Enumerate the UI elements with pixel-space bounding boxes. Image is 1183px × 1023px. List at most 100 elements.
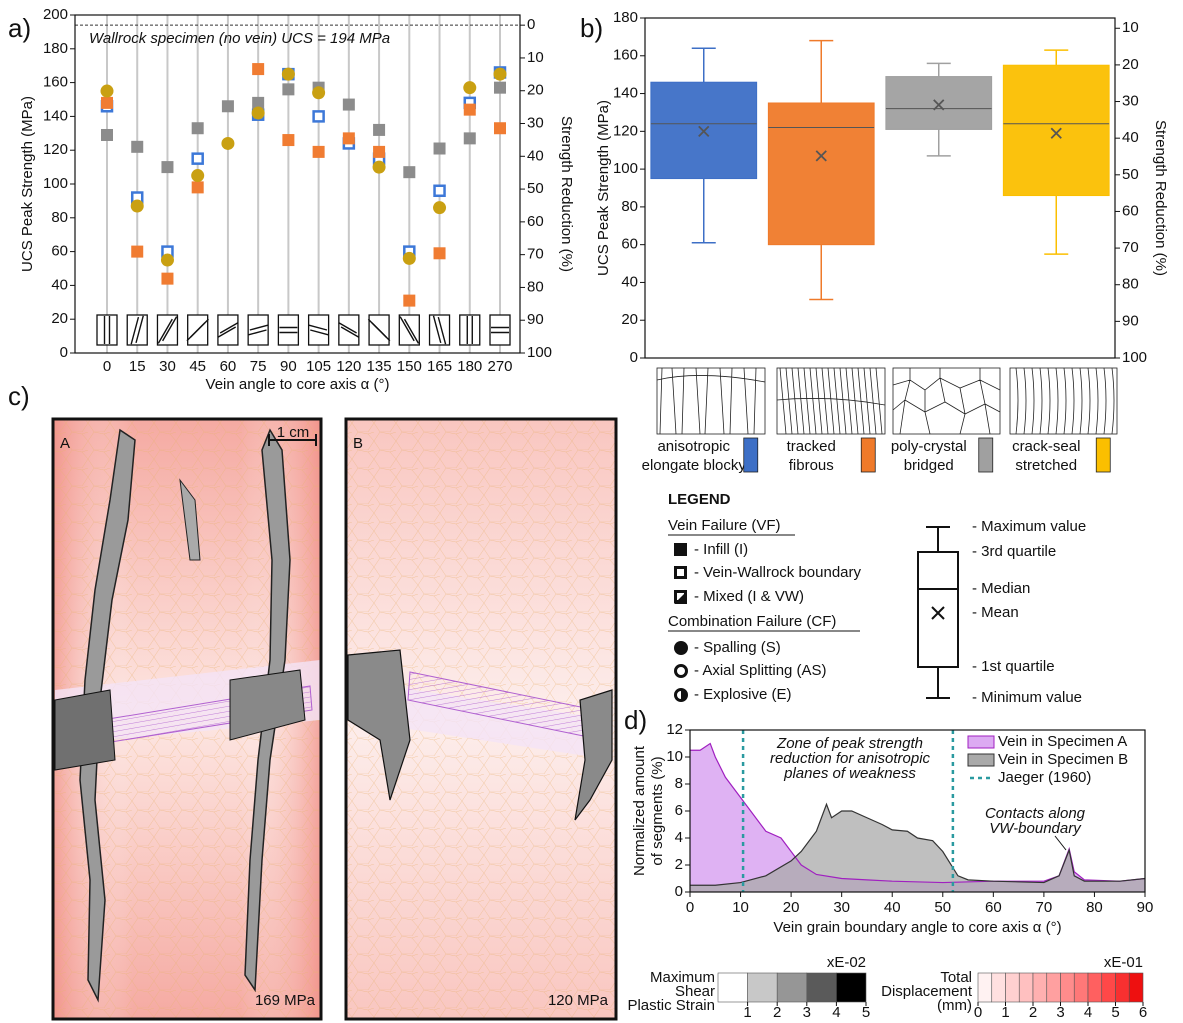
specimen-label: B — [353, 435, 363, 452]
data-point — [342, 132, 355, 145]
data-point — [433, 184, 446, 198]
vein-icon-line — [189, 318, 209, 338]
vein-icon — [96, 314, 118, 346]
y-tick-label: 120 — [613, 122, 638, 139]
x-tick-label: 75 — [250, 358, 267, 375]
category-swatch — [978, 437, 994, 473]
vein-icon — [186, 314, 209, 346]
category-label: anisotropic — [657, 438, 730, 455]
colorbar-segment — [776, 972, 808, 1003]
category-label: elongate blocky — [642, 457, 747, 474]
colorbar-segment — [836, 972, 867, 1003]
colorbar-tick-label: 1 — [743, 1004, 751, 1021]
y2-tick-label: 60 — [1122, 202, 1139, 219]
vein-icon-line — [437, 316, 447, 345]
y2-tick-label: 30 — [1122, 93, 1139, 110]
y-tick-label: 100 — [613, 160, 638, 177]
legend-item: - Mixed (I & VW) — [694, 588, 804, 605]
colorbar-segment — [1115, 972, 1130, 1003]
data-point — [463, 81, 477, 95]
x-tick-label: 30 — [833, 899, 850, 916]
x-tick-label: 60 — [220, 358, 237, 375]
colorbar-segment — [717, 972, 748, 1003]
legend-item: - Vein-Wallrock boundary — [694, 564, 862, 581]
vein-icon — [156, 314, 179, 346]
y-tick-label: 0 — [675, 883, 683, 900]
y2-tick-label: 20 — [527, 82, 544, 99]
vein-icon-box — [338, 314, 360, 346]
legend-title: LEGEND — [668, 491, 731, 508]
scale-label: 1 cm — [277, 424, 310, 441]
x-tick-label: 30 — [159, 358, 176, 375]
x-tick-label: 90 — [280, 358, 297, 375]
vein-icon-line — [340, 326, 360, 338]
x-tick-label: 105 — [306, 358, 331, 375]
simulation-b — [344, 417, 618, 1021]
data-point — [101, 96, 113, 109]
panel-label: c) — [8, 381, 30, 411]
data-point — [281, 67, 295, 81]
vein-icon — [398, 314, 420, 346]
y-tick-label: 80 — [621, 198, 638, 215]
x-tick-label: 50 — [934, 899, 951, 916]
colorbar-tick-label: 3 — [1056, 1004, 1064, 1021]
data-point — [252, 63, 265, 76]
data-point — [160, 253, 174, 267]
legend-label: Jaeger (1960) — [998, 769, 1091, 786]
colorbar-label: (mm) — [937, 997, 972, 1014]
x-tick-label: 90 — [1137, 899, 1154, 916]
y-tick-label: 160 — [43, 74, 68, 91]
data-point — [282, 134, 295, 147]
vein-icon-line — [135, 315, 144, 344]
y2-tick-label: 0 — [527, 16, 535, 33]
colorbar-tick-label: 2 — [1029, 1004, 1037, 1021]
colorbar-label: Displacement — [881, 983, 973, 1000]
colorbar-segment — [1032, 972, 1048, 1003]
y-tick-label: 4 — [675, 829, 683, 846]
vein-icon-box — [247, 314, 269, 346]
data-point — [130, 199, 144, 213]
vein-icon — [126, 314, 148, 346]
vein-icon-line — [338, 322, 357, 334]
y-tick-label: 140 — [43, 107, 68, 124]
data-point — [342, 98, 355, 111]
y-tick-label: 0 — [60, 344, 68, 361]
vein-icon-line — [399, 316, 415, 342]
y-tick-label: 6 — [675, 802, 683, 819]
category-label: bridged — [904, 457, 954, 474]
area-fill — [690, 743, 1145, 892]
y-tick-label: 120 — [43, 141, 68, 158]
y2-tick-label: 40 — [1122, 129, 1139, 146]
data-point — [403, 294, 416, 307]
colorbar-segment — [1060, 972, 1075, 1003]
colorbar-label: Shear — [675, 983, 715, 1000]
data-point — [221, 100, 234, 113]
vein-icon — [459, 314, 481, 346]
data-point — [402, 251, 416, 265]
vein-icon-line — [248, 329, 267, 336]
data-point — [433, 201, 447, 215]
data-point — [373, 145, 386, 158]
mean-marker — [698, 125, 710, 137]
annotation: planes of weakness — [783, 765, 916, 782]
annotation: Zone of peak strength — [776, 735, 923, 752]
category-label: stretched — [1015, 457, 1077, 474]
vein-icon — [247, 314, 269, 346]
data-point — [101, 128, 113, 141]
data-point — [312, 110, 325, 123]
x-tick-label: 45 — [189, 358, 206, 375]
data-point — [251, 106, 265, 120]
legend-group-title: Combination Failure (CF) — [668, 613, 836, 630]
data-point — [373, 123, 386, 136]
y2-tick-label: 50 — [1122, 166, 1139, 183]
data-point — [493, 67, 507, 81]
mean-marker — [933, 99, 945, 111]
x-tick-label: 165 — [427, 358, 452, 375]
y2-tick-label: 20 — [1122, 56, 1139, 73]
colorbar-segment — [1128, 972, 1144, 1003]
legend-label: Vein in Specimen A — [998, 733, 1127, 750]
vein-icon-box — [277, 314, 300, 346]
legend-item: - Explosive (E) — [694, 686, 792, 703]
annotation: Contacts along — [985, 805, 1086, 822]
category-swatch — [743, 437, 759, 473]
